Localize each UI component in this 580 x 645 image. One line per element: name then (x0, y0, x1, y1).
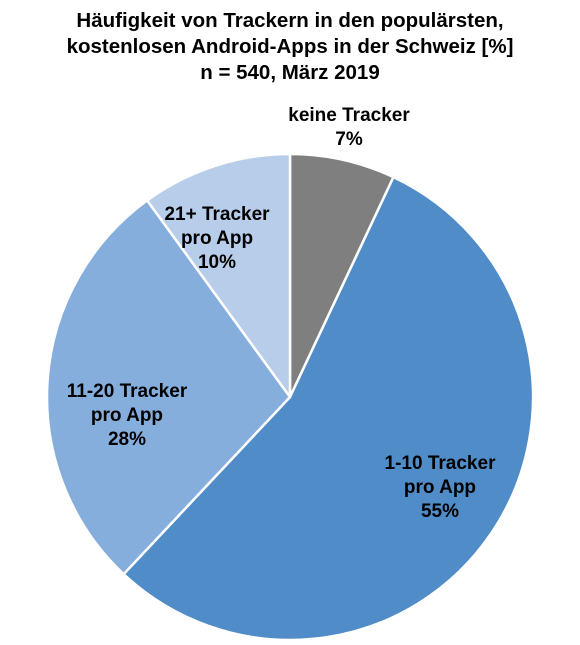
chart-title-line-2: kostenlosen Android-Apps in der Schweiz … (66, 35, 514, 58)
slice-label-4-line-1: 21+ Tracker (164, 204, 270, 225)
pie-slice-2 (122, 175, 535, 642)
pie-slice-4 (145, 152, 292, 399)
slice-label-4-line-3: 10% (197, 252, 237, 273)
slice-label-2-line-1: 1-10 Tracker (384, 453, 496, 474)
slice-label-2: 1-10 Tracker pro App 55% (385, 452, 496, 524)
pie-slice-1 (288, 152, 395, 399)
slice-label-3-line-1: 11-20 Tracker (66, 381, 188, 402)
slice-label-3: 11-20 Tracker pro App 28% (67, 380, 187, 452)
pie-slices (45, 152, 535, 642)
chart-title-line-1: Häufigkeit von Trackern in den populärst… (76, 9, 504, 32)
slice-label-3-line-3: 28% (107, 429, 147, 450)
chart-title: Häufigkeit von Trackern in den populärst… (0, 8, 580, 86)
slice-label-2-line-2: pro App (403, 477, 477, 498)
slice-label-4: 21+ Tracker pro App 10% (164, 203, 269, 275)
pie-slice-3 (45, 199, 292, 576)
slice-label-4-line-2: pro App (180, 228, 254, 249)
chart-subtitle: n = 540, März 2019 (200, 61, 380, 84)
slice-label-1-line-2: 7% (335, 129, 363, 150)
slice-label-1: keine Tracker 7% (288, 104, 409, 152)
slice-label-2-line-3: 55% (420, 501, 460, 522)
slice-label-1-line-1: keine Tracker (288, 105, 410, 126)
slice-label-3-line-2: pro App (90, 405, 164, 426)
